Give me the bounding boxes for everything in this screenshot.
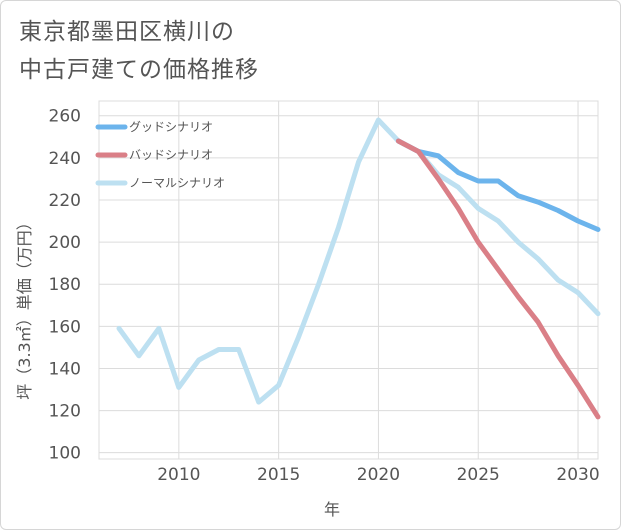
x-axis-title: 年 xyxy=(324,500,340,519)
y-tick-label: 240 xyxy=(49,149,81,169)
y-tick-labels: 100 120 140 160 180 200 220 240 260 xyxy=(49,107,81,464)
y-tick-label: 260 xyxy=(49,107,81,127)
x-tick-label: 2020 xyxy=(357,465,400,485)
y-tick-label: 100 xyxy=(49,444,81,464)
y-axis-title: 坪（3.3㎡）単価（万円） xyxy=(15,214,34,399)
series-line-2 xyxy=(116,117,601,405)
chart-title-line1: 東京都墨田区横川の xyxy=(19,19,235,45)
series-line-0 xyxy=(395,138,601,232)
x-tick-label: 2030 xyxy=(556,465,599,485)
y-tick-label: 180 xyxy=(49,275,81,295)
y-tick-label: 200 xyxy=(49,233,81,253)
y-tick-label: 220 xyxy=(49,191,81,211)
x-tick-label: 2025 xyxy=(457,465,500,485)
y-tick-label: 160 xyxy=(49,317,81,337)
x-tick-labels: 2010 2015 2020 2025 2030 xyxy=(157,465,599,485)
y-tick-label: 120 xyxy=(49,402,81,422)
legend-label: ノーマルシナリオ xyxy=(129,176,225,190)
chart-title: 東京都墨田区横川の 中古戸建ての価格推移 xyxy=(19,13,259,89)
legend-label: バッドシナリオ xyxy=(129,148,213,162)
legend-label: グッドシナリオ xyxy=(129,120,213,134)
plot-area xyxy=(98,100,599,460)
series-lines xyxy=(116,117,601,420)
x-tick-label: 2015 xyxy=(257,465,300,485)
series-line-1 xyxy=(395,138,601,420)
y-tick-label: 140 xyxy=(49,359,81,379)
x-tick-label: 2010 xyxy=(157,465,200,485)
chart-title-line2: 中古戸建ての価格推移 xyxy=(19,57,259,83)
